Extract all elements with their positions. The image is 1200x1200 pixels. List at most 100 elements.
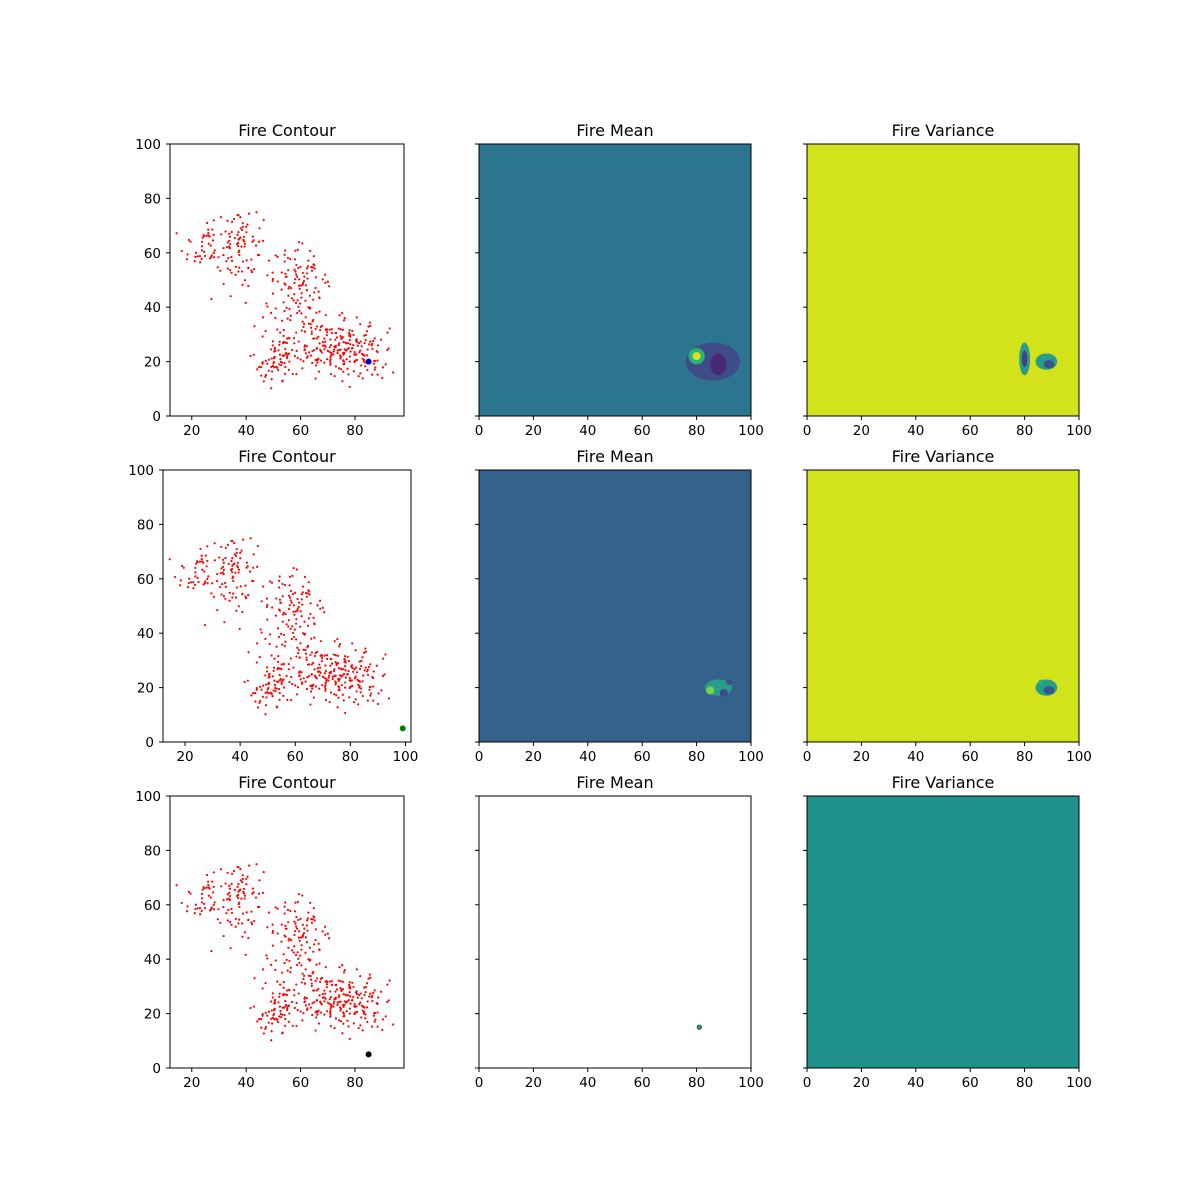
fire-point bbox=[230, 567, 234, 571]
fire-point bbox=[304, 284, 308, 287]
fire-point bbox=[311, 266, 315, 269]
fire-point bbox=[194, 251, 198, 254]
fire-point bbox=[354, 675, 357, 678]
fire-point bbox=[241, 222, 244, 225]
fire-point bbox=[329, 691, 333, 694]
fire-point bbox=[348, 338, 351, 342]
fire-point bbox=[364, 666, 367, 669]
fire-point bbox=[206, 559, 209, 562]
fire-point bbox=[210, 949, 213, 953]
fire-point bbox=[303, 620, 306, 623]
fire-point bbox=[351, 981, 354, 984]
fire-point bbox=[271, 1022, 274, 1025]
fire-point bbox=[293, 910, 297, 913]
fire-point bbox=[308, 590, 311, 593]
fire-point bbox=[295, 372, 298, 376]
fire-point bbox=[333, 674, 336, 677]
fire-point bbox=[202, 234, 205, 237]
x-tick-label: 80 bbox=[688, 749, 705, 765]
fire-point bbox=[286, 353, 290, 356]
fire-point bbox=[267, 358, 271, 361]
fire-point bbox=[328, 674, 331, 677]
fire-point bbox=[304, 951, 307, 954]
fire-point bbox=[287, 294, 290, 297]
fire-point bbox=[242, 887, 246, 890]
fire-point bbox=[337, 1019, 341, 1022]
fire-point bbox=[285, 306, 288, 309]
fire-point bbox=[212, 251, 215, 254]
x-tick-label: 80 bbox=[688, 423, 705, 439]
fire-point bbox=[255, 565, 259, 568]
fire-point bbox=[347, 347, 350, 350]
fire-point bbox=[277, 687, 281, 691]
fire-point bbox=[346, 1019, 349, 1022]
fire-point bbox=[320, 1003, 323, 1006]
fire-point bbox=[330, 662, 334, 665]
fire-point bbox=[261, 361, 264, 364]
fire-point bbox=[244, 953, 247, 956]
fire-point bbox=[316, 604, 319, 607]
fire-point bbox=[338, 1000, 341, 1003]
fire-point bbox=[354, 353, 357, 356]
fire-point bbox=[281, 971, 284, 974]
fire-point bbox=[318, 670, 321, 673]
fire-point bbox=[341, 1032, 344, 1035]
fire-point bbox=[325, 983, 329, 986]
fire-point bbox=[276, 980, 279, 983]
fire-point bbox=[355, 666, 358, 669]
fire-point bbox=[386, 331, 389, 334]
fire-point bbox=[237, 231, 240, 234]
fire-point bbox=[351, 666, 354, 670]
fire-point bbox=[291, 574, 294, 577]
fire-point bbox=[332, 1005, 335, 1008]
fire-point bbox=[201, 236, 204, 239]
fire-point bbox=[353, 677, 356, 680]
fire-point bbox=[307, 675, 311, 678]
subplot-title: Fire Variance bbox=[892, 773, 995, 792]
fire-point bbox=[247, 594, 250, 597]
fire-point bbox=[284, 1000, 287, 1003]
fire-point bbox=[300, 948, 303, 951]
axes-frame bbox=[169, 143, 405, 417]
fire-point bbox=[304, 680, 307, 683]
fire-point bbox=[293, 920, 296, 923]
fire-point bbox=[236, 885, 239, 888]
fire-point bbox=[237, 238, 240, 241]
fire-point bbox=[200, 901, 204, 904]
fire-point bbox=[361, 680, 364, 683]
fire-point bbox=[381, 1018, 384, 1021]
fire-point bbox=[300, 981, 303, 984]
fire-point bbox=[259, 1018, 263, 1021]
fire-point bbox=[351, 329, 354, 332]
fire-point bbox=[300, 593, 303, 596]
fire-point bbox=[355, 690, 358, 693]
fire-point bbox=[222, 898, 225, 902]
fire-point bbox=[271, 1016, 275, 1020]
fire-point bbox=[281, 361, 284, 364]
fire-point bbox=[301, 283, 304, 286]
fire-point bbox=[333, 1026, 336, 1030]
fire-point bbox=[283, 583, 286, 587]
fire-point bbox=[192, 587, 195, 590]
contour-blob bbox=[1021, 350, 1028, 368]
fire-point bbox=[224, 230, 227, 233]
x-tick-label: 40 bbox=[907, 1075, 924, 1091]
fire-point bbox=[279, 677, 282, 681]
fire-point bbox=[301, 935, 304, 938]
fire-point bbox=[352, 985, 355, 989]
fire-point bbox=[297, 601, 301, 604]
fire-point bbox=[305, 289, 309, 292]
fire-point bbox=[278, 363, 281, 366]
fire-point bbox=[305, 919, 309, 922]
y-tick-label: 40 bbox=[144, 300, 161, 316]
y-tick-label: 80 bbox=[144, 843, 161, 859]
fire-point bbox=[295, 273, 298, 276]
fire-point bbox=[209, 896, 212, 899]
fire-point bbox=[338, 1006, 342, 1009]
fire-point bbox=[205, 886, 208, 889]
fire-point bbox=[350, 347, 354, 350]
fire-point bbox=[359, 992, 362, 995]
fire-point bbox=[300, 615, 303, 618]
fire-point bbox=[280, 667, 283, 671]
fire-point bbox=[387, 999, 390, 1002]
